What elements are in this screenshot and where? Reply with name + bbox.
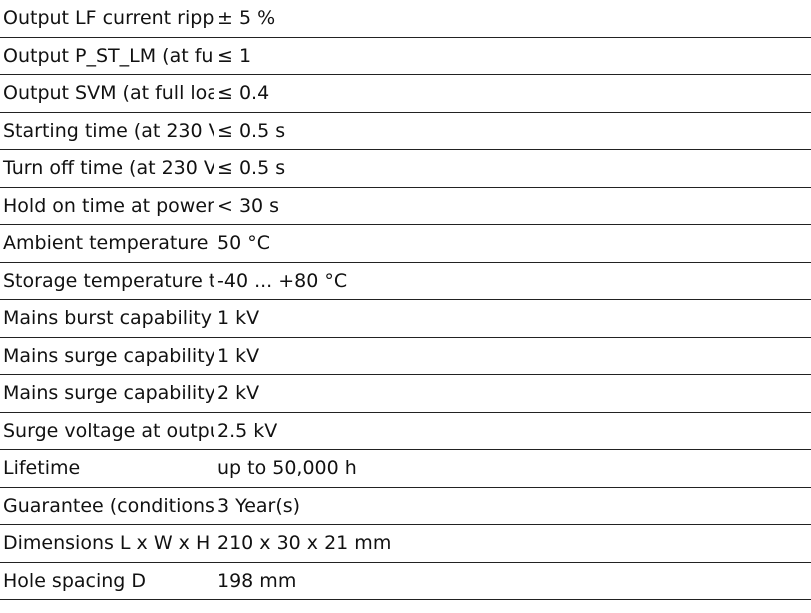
spec-value: ≤ 0.5 s [214, 149, 811, 188]
spec-row: Starting time (at 230 V, 50 Hz, full loa… [0, 112, 811, 150]
spec-value: ≤ 0.4 [214, 74, 811, 113]
spec-value: 2 kV [214, 374, 811, 413]
spec-table: Output LF current ripple (< 120 Hz)± 5 %… [0, 0, 811, 600]
spec-row: Hole spacing D 198 mm [0, 562, 811, 600]
spec-row: Storage temperature ts -40 ... +80 °C [0, 262, 811, 300]
spec-row: Mains surge capability (between L - N)1 … [0, 337, 811, 375]
spec-value: 50 °C [214, 224, 811, 263]
spec-label: Storage temperature ts [0, 262, 214, 300]
spec-label: Mains burst capability [0, 299, 214, 338]
spec-label: Starting time (at 230 V, 50 Hz, full loa… [0, 112, 214, 150]
spec-label: Output LF current ripple (< 120 Hz) [0, 0, 214, 38]
spec-label: Mains surge capability (between L - N) [0, 337, 214, 375]
spec-row: Hold on time at power failure (output)< … [0, 187, 811, 225]
spec-value: ≤ 0.5 s [214, 112, 811, 150]
spec-row: Dimensions L x W x H 210 x 30 x 21 mm [0, 524, 811, 563]
spec-label: Output SVM (at full load) [0, 74, 214, 113]
spec-row: Output LF current ripple (< 120 Hz)± 5 % [0, 0, 811, 38]
spec-value: < 30 s [214, 187, 811, 225]
spec-label: Lifetime [0, 449, 214, 488]
spec-value: -40 ... +80 °C [214, 262, 811, 300]
spec-value: 3 Year(s) [214, 487, 811, 525]
spec-label: Turn off time (at 230 V, 50 Hz, full loa… [0, 149, 214, 188]
spec-row: Surge voltage at output side (against PE… [0, 412, 811, 450]
spec-value: 1 kV [214, 299, 811, 338]
spec-row: Guarantee (conditions at www.tridonic.co… [0, 487, 811, 525]
spec-value: 1 kV [214, 337, 811, 375]
spec-value: up to 50,000 h [214, 449, 811, 488]
spec-label: Ambient temperature ta (at lifetime 50,0… [0, 224, 214, 263]
spec-row: Mains surge capability (between L/N - PE… [0, 374, 811, 413]
spec-value: 198 mm [214, 562, 811, 600]
spec-row: Mains burst capability 1 kV [0, 299, 811, 338]
spec-value: 210 x 30 x 21 mm [214, 524, 811, 563]
spec-row: Lifetime up to 50,000 h [0, 449, 811, 488]
spec-value: ± 5 % [214, 0, 811, 38]
spec-label: Hold on time at power failure (output) [0, 187, 214, 225]
spec-value: 2.5 kV [214, 412, 811, 450]
spec-label: Mains surge capability (between L/N - PE… [0, 374, 214, 413]
spec-label: Dimensions L x W x H [0, 524, 214, 563]
spec-row: Turn off time (at 230 V, 50 Hz, full loa… [0, 149, 811, 188]
spec-label: Output P_ST_LM (at full load) [0, 37, 214, 75]
spec-label: Hole spacing D [0, 562, 214, 600]
spec-value: ≤ 1 [214, 37, 811, 75]
spec-row: Output SVM (at full load)≤ 0.4 [0, 74, 811, 113]
spec-label: Surge voltage at output side (against PE… [0, 412, 214, 450]
spec-label: Guarantee (conditions at www.tridonic.co… [0, 487, 214, 525]
spec-row: Ambient temperature ta (at lifetime 50,0… [0, 224, 811, 263]
spec-row: Output P_ST_LM (at full load)≤ 1 [0, 37, 811, 75]
